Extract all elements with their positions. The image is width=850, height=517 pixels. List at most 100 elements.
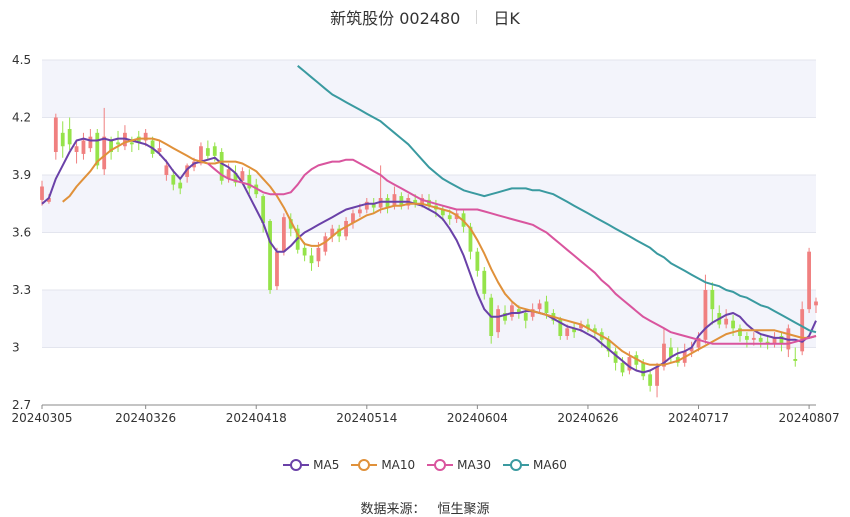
legend-marker-icon	[351, 459, 378, 471]
legend-marker-icon	[503, 459, 530, 471]
candle	[613, 347, 618, 371]
title-separator	[476, 10, 478, 24]
candle-body	[53, 117, 58, 152]
candle-body	[751, 337, 756, 340]
source-value: 恒生聚源	[437, 502, 490, 517]
candle	[275, 247, 279, 290]
candle-body	[738, 328, 742, 336]
candle-body	[613, 351, 618, 363]
candle-body	[323, 236, 328, 252]
candle-body	[779, 336, 784, 344]
candle-body	[226, 169, 231, 179]
legend-item-ma5[interactable]: MA5	[283, 458, 339, 472]
candle-body	[510, 305, 514, 317]
candle-body	[268, 221, 272, 290]
candle-body	[157, 148, 162, 152]
candle	[523, 309, 528, 329]
candle	[81, 132, 86, 160]
candle	[482, 267, 487, 300]
candle	[537, 299, 542, 313]
legend-item-ma60[interactable]: MA60	[503, 458, 567, 472]
y-tick-label: 4.2	[12, 111, 31, 125]
candle	[634, 351, 639, 371]
candle-body	[744, 336, 749, 340]
candle	[247, 169, 252, 195]
candle-body	[558, 318, 563, 336]
candle-body	[689, 347, 694, 352]
candle	[67, 117, 72, 151]
candle	[337, 224, 342, 243]
candle-body	[544, 301, 549, 313]
candle-body	[261, 196, 266, 223]
candle-body	[219, 152, 224, 181]
y-tick-label: 3.6	[12, 226, 31, 240]
ma30-line	[207, 158, 817, 345]
candle-body	[102, 136, 107, 170]
candle-body	[475, 251, 480, 271]
candle-body	[199, 146, 203, 164]
candle	[668, 337, 673, 363]
candle-body	[351, 213, 355, 223]
candle-body	[606, 339, 611, 352]
y-tick-label: 4.5	[12, 53, 31, 67]
candle-body	[364, 201, 369, 210]
candle-body	[592, 328, 597, 333]
candle-body	[60, 132, 65, 147]
candle-body	[793, 359, 798, 361]
x-tick-label: 20240418	[226, 411, 287, 425]
candle	[171, 169, 176, 191]
y-tick-label: 2.7	[12, 398, 31, 412]
candle	[744, 332, 749, 348]
candle	[281, 213, 286, 256]
candle-body	[371, 203, 376, 208]
candle-body	[586, 324, 590, 329]
candle-body	[447, 215, 452, 220]
y-tick-label: 3	[12, 341, 20, 355]
ma10-line	[62, 137, 817, 366]
candle-body	[413, 199, 418, 204]
source-label: 数据来源：	[360, 502, 426, 517]
candle-body	[565, 328, 570, 336]
candle	[371, 198, 376, 214]
candle-body	[129, 142, 134, 145]
candle-body	[95, 132, 100, 166]
candle-body	[205, 148, 210, 156]
candle-body	[357, 209, 362, 214]
candle	[330, 224, 335, 243]
candle-body	[800, 309, 805, 352]
candle	[772, 332, 777, 348]
candle-body	[74, 146, 79, 152]
candle	[102, 107, 107, 175]
candle	[710, 282, 715, 325]
x-tick-label: 20240326	[115, 411, 176, 425]
legend-label: MA5	[313, 458, 340, 472]
candle-body	[468, 226, 473, 252]
candle-body	[641, 362, 646, 377]
candle	[185, 163, 190, 183]
candle	[344, 217, 348, 241]
candle	[351, 209, 355, 229]
candle-body	[696, 337, 701, 348]
candle	[309, 247, 314, 271]
legend-item-ma30[interactable]: MA30	[427, 458, 491, 472]
candle-body	[523, 313, 528, 321]
candle-body	[503, 313, 507, 321]
candle-body	[482, 270, 487, 294]
candle	[703, 274, 708, 344]
candle-body	[572, 328, 577, 333]
candle	[323, 232, 328, 256]
candle	[40, 180, 44, 206]
legend-item-ma10[interactable]: MA10	[351, 458, 415, 472]
candle	[814, 297, 818, 313]
legend-label: MA30	[457, 458, 492, 472]
candle	[178, 178, 183, 195]
candle	[60, 121, 65, 158]
candle-body	[496, 309, 501, 333]
candle-body	[143, 132, 148, 141]
candle-body	[668, 347, 673, 358]
x-tick-label: 20240717	[668, 411, 729, 425]
candle	[655, 362, 659, 398]
ma60-line	[297, 65, 817, 334]
candle-body	[47, 198, 51, 202]
